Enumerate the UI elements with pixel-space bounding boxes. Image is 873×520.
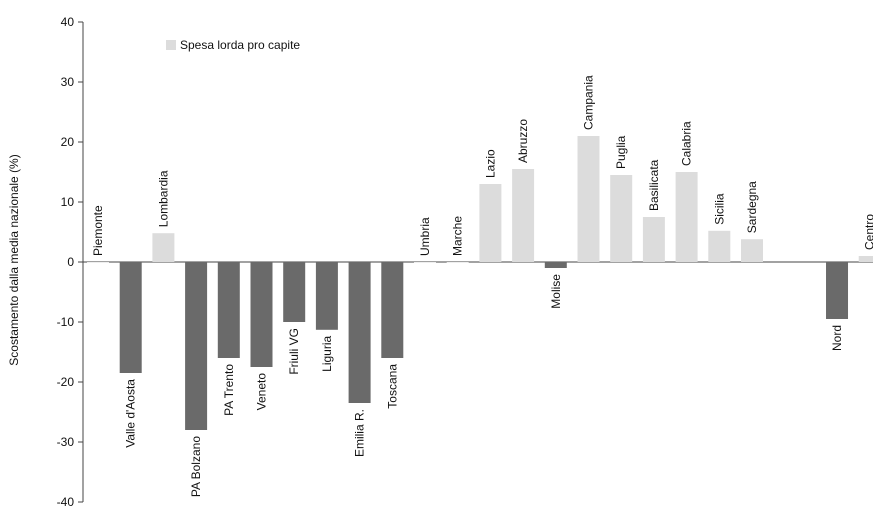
bar (348, 262, 371, 403)
category-labels: Piemonte Valle d'Aosta Lombardia PA Bolzano… (91, 75, 873, 497)
bar (675, 172, 698, 262)
bar (479, 184, 502, 262)
bar (708, 230, 731, 262)
category-label: Abruzzo (516, 119, 530, 163)
y-tick-label: 20 (61, 135, 75, 149)
bar (381, 262, 404, 358)
category-label: Puglia (614, 135, 628, 169)
y-axis-label: Scostamento dalla media nazionale (%) (7, 154, 21, 365)
y-tick-label: 30 (61, 75, 75, 89)
category-label: PA Trento (222, 364, 236, 416)
y-tick-label: -40 (57, 495, 75, 509)
bar (414, 262, 436, 263)
bar (250, 262, 273, 367)
bar (217, 262, 240, 358)
legend-label: Spesa lorda pro capite (180, 38, 300, 52)
y-tick-label: -20 (57, 375, 75, 389)
bar (446, 262, 469, 263)
category-label: Lazio (483, 149, 497, 178)
category-label: Sicilia (712, 193, 726, 225)
y-tick-label: 40 (61, 15, 75, 29)
legend: Spesa lorda pro capite (166, 38, 300, 52)
bar (152, 233, 175, 262)
category-label: Molise (549, 274, 563, 309)
bar (858, 256, 873, 262)
y-tick-label: 10 (61, 195, 75, 209)
bar (544, 262, 567, 268)
y-tick-label: 0 (67, 255, 74, 269)
category-label: Veneto (255, 373, 269, 411)
bar (185, 262, 208, 430)
category-label: Emilia R. (353, 409, 367, 457)
category-label: Basilicata (647, 159, 661, 211)
category-label: Lombardia (156, 170, 170, 227)
bar (642, 217, 665, 262)
bar (87, 262, 109, 263)
bar (283, 262, 306, 322)
bar (826, 262, 849, 319)
category-label: Valle d'Aosta (124, 379, 138, 448)
category-label: Centro (863, 214, 873, 250)
y-tick-label: -30 (57, 435, 75, 449)
category-label: Umbria (418, 217, 432, 256)
bar (315, 262, 338, 330)
bar (119, 262, 142, 373)
legend-swatch (166, 40, 176, 50)
category-label: Friuli VG (287, 328, 301, 375)
bar (577, 136, 600, 262)
bar (610, 175, 633, 262)
category-label: Toscana (385, 364, 399, 409)
bar (512, 169, 535, 262)
category-label: Liguria (320, 335, 334, 371)
category-label: PA Bolzano (189, 436, 203, 497)
bar (741, 239, 763, 262)
category-label: Calabria (680, 121, 694, 166)
category-label: Sardegna (745, 181, 759, 233)
category-label: Campania (582, 75, 596, 130)
bars (87, 136, 873, 430)
category-label: Marche (451, 216, 465, 256)
category-label: Nord (830, 325, 844, 351)
y-tick-label: -10 (57, 315, 75, 329)
category-label: Piemonte (91, 205, 105, 256)
